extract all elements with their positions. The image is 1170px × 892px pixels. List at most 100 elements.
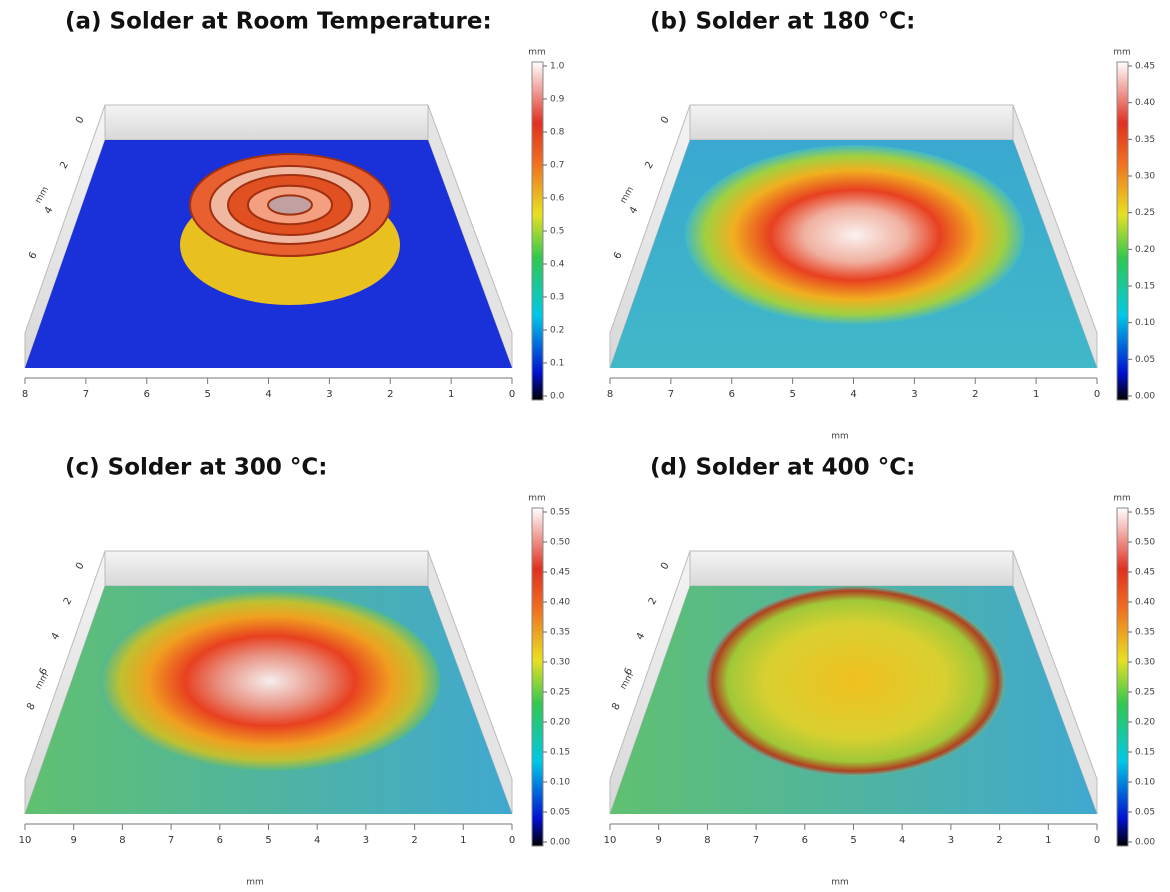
colorbar (1117, 508, 1128, 846)
colorbar-tick-label: 0.40 (1135, 598, 1155, 608)
colorbar-tick-label: 0.05 (1135, 355, 1155, 365)
back-wall (105, 105, 428, 140)
x-tick-label: 2 (387, 389, 393, 400)
back-wall (690, 105, 1013, 140)
colorbar-tick-label: 0.55 (1135, 508, 1155, 518)
colorbar (532, 62, 543, 400)
y-tick-label: 0 (74, 561, 87, 572)
colorbar-tick-label: 0.10 (550, 778, 570, 788)
colorbar-unit: mm (528, 494, 546, 504)
x-tick-label: 6 (144, 389, 150, 400)
panel: (a) Solder at Room Temperature:mm0.00.10… (22, 9, 565, 402)
colorbar-tick-label: 0.45 (1135, 62, 1155, 72)
y-tick-label: 2 (643, 160, 656, 171)
colorbar-tick-label: 0.6 (550, 194, 565, 204)
colorbar-tick-label: 0.05 (550, 808, 570, 818)
colorbar-tick-label: 0.05 (1135, 808, 1155, 818)
colorbar-tick-label: 0.50 (550, 538, 570, 548)
back-wall (105, 551, 428, 586)
colorbar-tick-label: 0.20 (550, 718, 570, 728)
colorbar-tick-label: 0.35 (1135, 628, 1155, 638)
y-tick-label: 2 (647, 596, 660, 607)
x-tick-label: 6 (802, 835, 808, 846)
colorbar-tick-label: 1.0 (550, 62, 565, 72)
x-tick-label: 8 (119, 835, 125, 846)
x-tick-label: 1 (460, 835, 466, 846)
colorbar-tick-label: 0.10 (1135, 778, 1155, 788)
panel: (d) Solder at 400 °C:mm0.000.050.100.150… (604, 455, 1156, 888)
x-tick-label: 9 (71, 835, 77, 846)
solder-mound (705, 586, 1005, 776)
colorbar-tick-label: 0.15 (1135, 748, 1155, 758)
y-axis-label: mm (619, 185, 636, 205)
solder-mound (100, 591, 440, 771)
colorbar-unit: mm (1113, 494, 1131, 504)
x-tick-label: 4 (265, 389, 271, 400)
panel-title: (c) Solder at 300 °C: (65, 455, 327, 481)
x-tick-label: 4 (850, 389, 856, 400)
x-tick-label: 0 (509, 389, 515, 400)
x-tick-label: 7 (168, 835, 174, 846)
colorbar-tick-label: 0.15 (550, 748, 570, 758)
x-tick-label: 5 (789, 389, 795, 400)
colorbar-tick-label: 0.30 (1135, 172, 1155, 182)
x-tick-label: 1 (1045, 835, 1051, 846)
x-tick-label: 5 (265, 835, 271, 846)
y-tick-label: 2 (62, 596, 75, 607)
panel: (c) Solder at 300 °C: mm 0.00 0.05 0.10 0.15 0… (19, 455, 571, 888)
colorbar-tick-label: 0.5 (550, 227, 564, 237)
colorbar-tick-label: 0.1 (550, 359, 564, 369)
colorbar-tick-label: 0.7 (550, 161, 564, 171)
solder-mound (685, 145, 1025, 325)
solder-ring (268, 195, 312, 214)
colorbar-unit: mm (1113, 48, 1131, 58)
panel-title: (b) Solder at 180 °C: (650, 9, 915, 35)
x-tick-label: 3 (326, 389, 332, 400)
colorbar-tick-label: 0.00 (1135, 392, 1155, 402)
colorbar-tick-label: 0.40 (550, 598, 570, 608)
y-tick-label: 2 (58, 160, 71, 171)
x-tick-label: 7 (83, 389, 89, 400)
x-tick-label: 9 (656, 835, 662, 846)
colorbar-tick-label: 0.25 (1135, 208, 1155, 218)
colorbar-tick-label: 0.40 (1135, 98, 1155, 108)
x-axis-label: mm (831, 878, 849, 888)
colorbar-tick-label: 0.20 (1135, 718, 1155, 728)
y-tick-label: 0 (74, 115, 87, 126)
colorbar-tick-label: 0.2 (550, 326, 564, 336)
colorbar-tick-label: 0.4 (550, 260, 565, 270)
x-tick-label: 3 (948, 835, 954, 846)
colorbar-unit: mm (528, 48, 546, 58)
x-tick-label: 5 (850, 835, 856, 846)
colorbar-tick-label: 0.0 (550, 392, 565, 402)
y-tick-label: 8 (25, 701, 38, 712)
y-tick-label: 8 (610, 701, 623, 712)
x-tick-label: 7 (753, 835, 759, 846)
x-tick-label: 4 (314, 835, 320, 846)
figure: (a) Solder at Room Temperature:mm0.00.10… (0, 0, 1170, 892)
y-tick-label: 6 (612, 250, 625, 261)
colorbar-tick-label: 0.55 (550, 508, 570, 518)
colorbar-tick-label: 0.20 (1135, 245, 1155, 255)
x-tick-label: 3 (911, 389, 917, 400)
x-tick-label: 3 (363, 835, 369, 846)
y-tick-label: 0 (659, 115, 672, 126)
x-tick-label: 7 (668, 389, 674, 400)
colorbar-tick-label: 0.00 (550, 838, 570, 848)
y-tick-label: 4 (43, 205, 56, 216)
y-tick-label: 0 (659, 561, 672, 572)
colorbar-tick-label: 0.10 (1135, 318, 1155, 328)
x-tick-label: 2 (972, 389, 978, 400)
y-tick-label: 4 (635, 631, 648, 642)
y-tick-label: 4 (628, 205, 641, 216)
back-wall (690, 551, 1013, 586)
colorbar-tick-label: 0.00 (1135, 838, 1155, 848)
x-tick-label: 6 (217, 835, 223, 846)
x-tick-label: 5 (204, 389, 210, 400)
x-axis-label: mm (831, 432, 849, 442)
x-tick-label: 0 (509, 835, 515, 846)
y-axis-label: mm (34, 185, 51, 205)
x-tick-label: 1 (448, 389, 454, 400)
x-tick-label: 4 (899, 835, 905, 846)
panel: (b) Solder at 180 °C:mm0.000.050.100.150… (607, 9, 1156, 442)
